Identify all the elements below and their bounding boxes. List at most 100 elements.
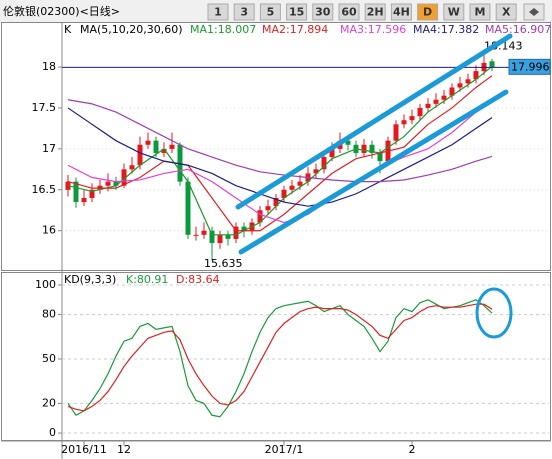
- candle-body: [217, 234, 223, 243]
- scroll-icon: [529, 8, 539, 16]
- y-tick-label: 50: [42, 352, 56, 365]
- y-tick-label: 0: [49, 426, 56, 439]
- timeframe-button[interactable]: 30: [312, 3, 334, 21]
- timeframe-button[interactable]: M: [469, 3, 491, 21]
- indicator-line: [67, 299, 493, 418]
- candle-body: [265, 206, 271, 211]
- timeframe-button[interactable]: 60: [338, 3, 360, 21]
- candle-body: [105, 181, 111, 186]
- candle-body: [281, 189, 287, 198]
- candle-body: [401, 120, 407, 125]
- button-label[interactable]: 30: [315, 6, 331, 19]
- timeframe-button[interactable]: 4H: [390, 3, 412, 21]
- moving-average-line: [67, 107, 493, 207]
- candle-body: [369, 144, 375, 153]
- button-label[interactable]: 4H: [393, 6, 410, 19]
- timeframe-button[interactable]: 15: [286, 3, 308, 21]
- candle-body: [129, 165, 135, 170]
- candle-body: [425, 103, 431, 108]
- x-tick-label: 2: [409, 443, 416, 456]
- candle-body: [73, 181, 79, 203]
- indicator-line: [67, 303, 493, 412]
- panel-label: KD(9,3,3): [64, 273, 116, 286]
- candle-body: [313, 169, 319, 174]
- y-tick-label: 80: [42, 308, 56, 321]
- channel-lower: [238, 89, 509, 255]
- y-tick-label: 18: [42, 60, 56, 73]
- plot-layer: 16 16.5 17 17.5 18 K MA(5,10,20,30,60) MA1:18.0…: [32, 23, 552, 456]
- button-label[interactable]: D: [423, 6, 432, 19]
- timeframe-button[interactable]: 5: [259, 3, 281, 21]
- button-label[interactable]: 60: [341, 6, 357, 19]
- legend-entry: D:83.64: [176, 273, 220, 286]
- candle-body: [457, 83, 463, 88]
- candle-body: [361, 144, 367, 153]
- legend-entry: MA1:18.007: [190, 23, 256, 36]
- candle-body: [121, 169, 127, 186]
- button-face[interactable]: [443, 3, 465, 21]
- timeframe-button[interactable]: W: [443, 3, 465, 21]
- channel-annotation: [235, 33, 513, 339]
- button-label[interactable]: W: [448, 6, 460, 19]
- button-face[interactable]: [233, 3, 255, 21]
- candle-body: [89, 189, 95, 198]
- candle-body: [377, 152, 383, 162]
- candle-body: [241, 226, 247, 231]
- low-label: 15.635: [204, 257, 243, 270]
- button-face[interactable]: [417, 3, 439, 21]
- button-label[interactable]: 15: [289, 6, 304, 19]
- button-label[interactable]: 2H: [367, 6, 384, 19]
- button-face[interactable]: [390, 3, 412, 21]
- current-price-label: 17.996: [511, 60, 550, 73]
- candle-body: [321, 157, 327, 170]
- moving-average-line: [67, 99, 493, 183]
- candle-body: [233, 226, 239, 239]
- button-face[interactable]: [286, 3, 308, 21]
- candle-body: [345, 140, 351, 145]
- candle-body: [201, 230, 207, 235]
- symbol-title: 伦敦银(02300)<日线>: [3, 4, 120, 18]
- y-tick-label: 16: [42, 224, 56, 237]
- candle-body: [185, 181, 191, 235]
- x-tick-label: 2017/1: [265, 443, 304, 456]
- candle-body: [289, 185, 295, 190]
- candle-body: [225, 234, 231, 239]
- button-face[interactable]: [495, 3, 517, 21]
- button-face[interactable]: [207, 3, 229, 21]
- highlight-circle: [475, 287, 513, 339]
- button-label[interactable]: X: [502, 6, 511, 19]
- legend-entry: K:80.91: [126, 273, 168, 286]
- current-price-box: [508, 58, 551, 75]
- y-tick-label: 17.5: [32, 101, 57, 114]
- timeframe-button[interactable]: D: [417, 3, 439, 21]
- button-face[interactable]: [364, 3, 386, 21]
- button-face[interactable]: [338, 3, 360, 21]
- button-label[interactable]: 5: [267, 6, 275, 19]
- price-panel: [1, 22, 551, 271]
- indicator-label: MA(5,10,20,30,60): [80, 23, 183, 36]
- button-face[interactable]: [259, 3, 281, 21]
- timeframe-button[interactable]: 1: [207, 3, 229, 21]
- candle-body: [273, 197, 279, 207]
- candle-body: [409, 116, 415, 121]
- candle-body: [297, 181, 303, 186]
- x-tick-label: 12: [117, 443, 131, 456]
- timeframe-button[interactable]: 2H: [364, 3, 386, 21]
- timeframe-button[interactable]: 3: [233, 3, 255, 21]
- candle-body: [153, 140, 159, 153]
- button-face[interactable]: [469, 3, 491, 21]
- candle-body: [441, 95, 447, 100]
- scroll-button[interactable]: [523, 3, 545, 21]
- candle-body: [465, 79, 471, 84]
- moving-average-line: [67, 65, 493, 236]
- button-face[interactable]: [312, 3, 334, 21]
- candle-body: [169, 144, 175, 149]
- button-label[interactable]: 3: [240, 6, 248, 19]
- button-label[interactable]: 1: [214, 6, 222, 19]
- y-tick-label: 100: [35, 278, 56, 291]
- candle-body: [177, 144, 183, 182]
- panel-label: K: [64, 23, 72, 36]
- candle-body: [329, 148, 335, 158]
- button-label[interactable]: M: [475, 6, 486, 19]
- timeframe-button[interactable]: X: [495, 3, 517, 21]
